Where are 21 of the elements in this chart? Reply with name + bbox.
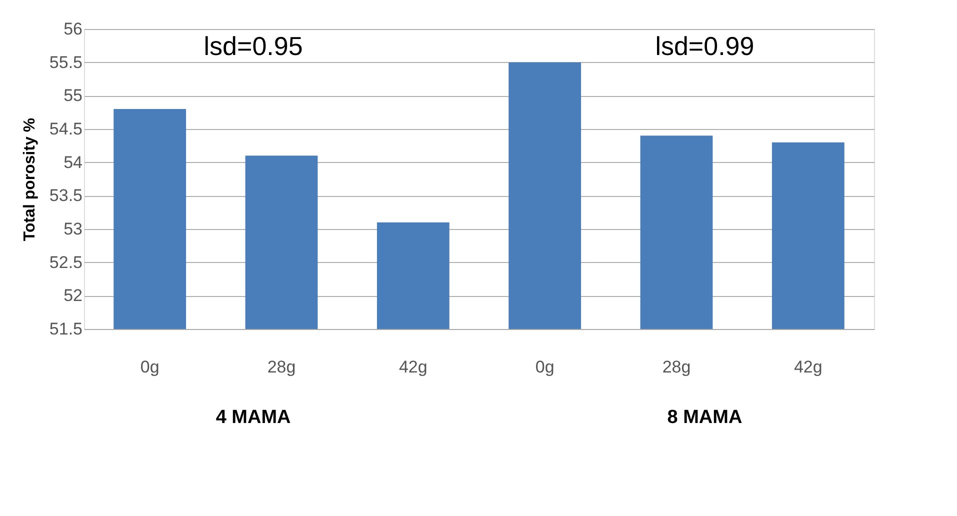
x-tick-label: 42g <box>794 358 822 376</box>
y-tick-label: 55 <box>64 86 82 106</box>
annotation: lsd=0.99 <box>655 31 754 61</box>
x-tick-label: 28g <box>267 358 296 376</box>
x-tick-label: 0g <box>535 358 554 376</box>
y-tick-label: 53.5 <box>49 186 82 206</box>
y-tick-label: 51.5 <box>49 320 82 338</box>
y-tick-label: 56 <box>64 20 82 38</box>
y-axis-title: Total porosity % <box>21 118 38 242</box>
y-tick-label: 55.5 <box>49 52 82 72</box>
y-tick-label: 52.5 <box>49 252 82 272</box>
x-tick-label: 42g <box>398 358 428 376</box>
y-tick-label: 54 <box>64 152 82 172</box>
y-tick-label: 52 <box>64 286 82 306</box>
text: 8 MAMA <box>667 407 742 428</box>
text: 4 MAMA <box>216 407 292 428</box>
x-tick-label: 28g <box>662 358 691 376</box>
y-tick-label: 53 <box>64 220 82 238</box>
annotation: lsd=0.95 <box>204 31 303 61</box>
x-tick-label: 0g <box>140 358 160 376</box>
y-tick-label: 54.5 <box>49 120 82 138</box>
